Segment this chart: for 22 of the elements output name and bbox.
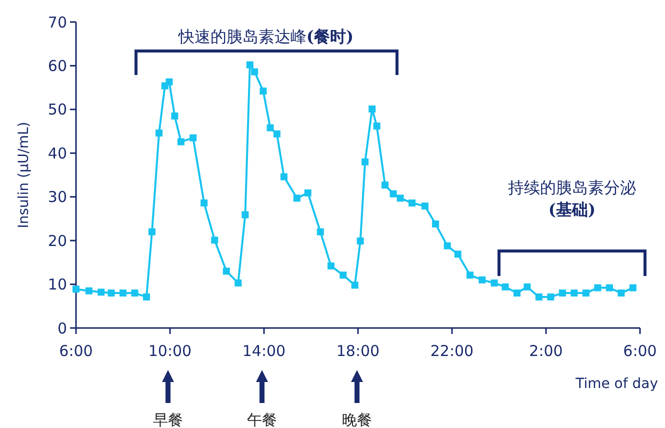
x-tick-label: 6:00 bbox=[623, 342, 657, 360]
x-tick-label: 22:00 bbox=[430, 342, 474, 360]
y-tick-label: 0 bbox=[57, 319, 67, 338]
x-tick-label: 10:00 bbox=[148, 342, 192, 360]
x-axis-title: Time of day bbox=[574, 376, 658, 392]
annotation: 快速的胰岛素达峰(餐时) bbox=[177, 27, 354, 46]
y-tick-label: 50 bbox=[48, 100, 67, 119]
text: 晚餐 bbox=[342, 411, 372, 428]
x-tick-label: 18:00 bbox=[336, 342, 380, 360]
x-tick-label: 2:00 bbox=[529, 342, 563, 360]
y-tick-label: 40 bbox=[48, 144, 67, 162]
y-tick-label: 30 bbox=[48, 188, 67, 206]
y-tick-label: 60 bbox=[48, 56, 67, 75]
x-tick-label: 6:00 bbox=[59, 342, 93, 360]
text: 午餐 bbox=[247, 411, 277, 428]
y-axis-title: Insulin (µU/mL) bbox=[16, 122, 32, 228]
y-tick-label: 20 bbox=[48, 232, 67, 250]
text: 早餐 bbox=[153, 411, 183, 428]
x-tick-label: 14:00 bbox=[242, 342, 286, 360]
y-tick-label: 70 bbox=[48, 13, 67, 32]
annotation: 持续的胰岛素分泌 (基础) bbox=[508, 178, 636, 219]
y-tick-label: 10 bbox=[48, 276, 67, 294]
